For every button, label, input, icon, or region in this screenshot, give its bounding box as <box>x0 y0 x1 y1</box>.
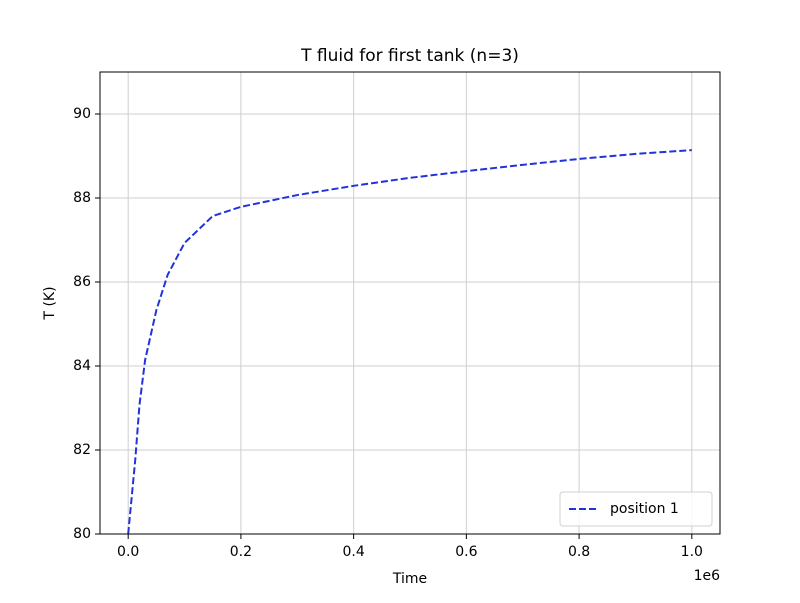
x-tick-label: 0.8 <box>568 544 590 560</box>
y-tick-label: 88 <box>73 190 91 206</box>
x-offset-label: 1e6 <box>694 568 721 584</box>
y-tick-label: 90 <box>73 106 91 122</box>
legend: position 1 <box>559 491 713 527</box>
x-tick-label: 0.4 <box>343 544 365 560</box>
y-axis-label: T (K) <box>42 286 58 320</box>
x-tick-label: 0.0 <box>117 544 139 560</box>
x-tick-label: 0.6 <box>455 544 477 560</box>
chart-title: T fluid for first tank (n=3) <box>300 46 519 66</box>
y-tick-label: 82 <box>73 442 91 458</box>
y-tick-label: 86 <box>73 274 91 290</box>
y-tick-label: 84 <box>73 358 91 374</box>
data-line <box>127 149 692 535</box>
x-tick-label: 1.0 <box>681 544 703 560</box>
y-tick-label: 80 <box>73 526 91 542</box>
legend-box <box>559 491 713 527</box>
legend-label: position 1 <box>610 501 679 517</box>
x-tick-label: 0.2 <box>230 544 252 560</box>
plot-frame <box>99 71 721 535</box>
x-axis-label: Time <box>392 571 427 587</box>
